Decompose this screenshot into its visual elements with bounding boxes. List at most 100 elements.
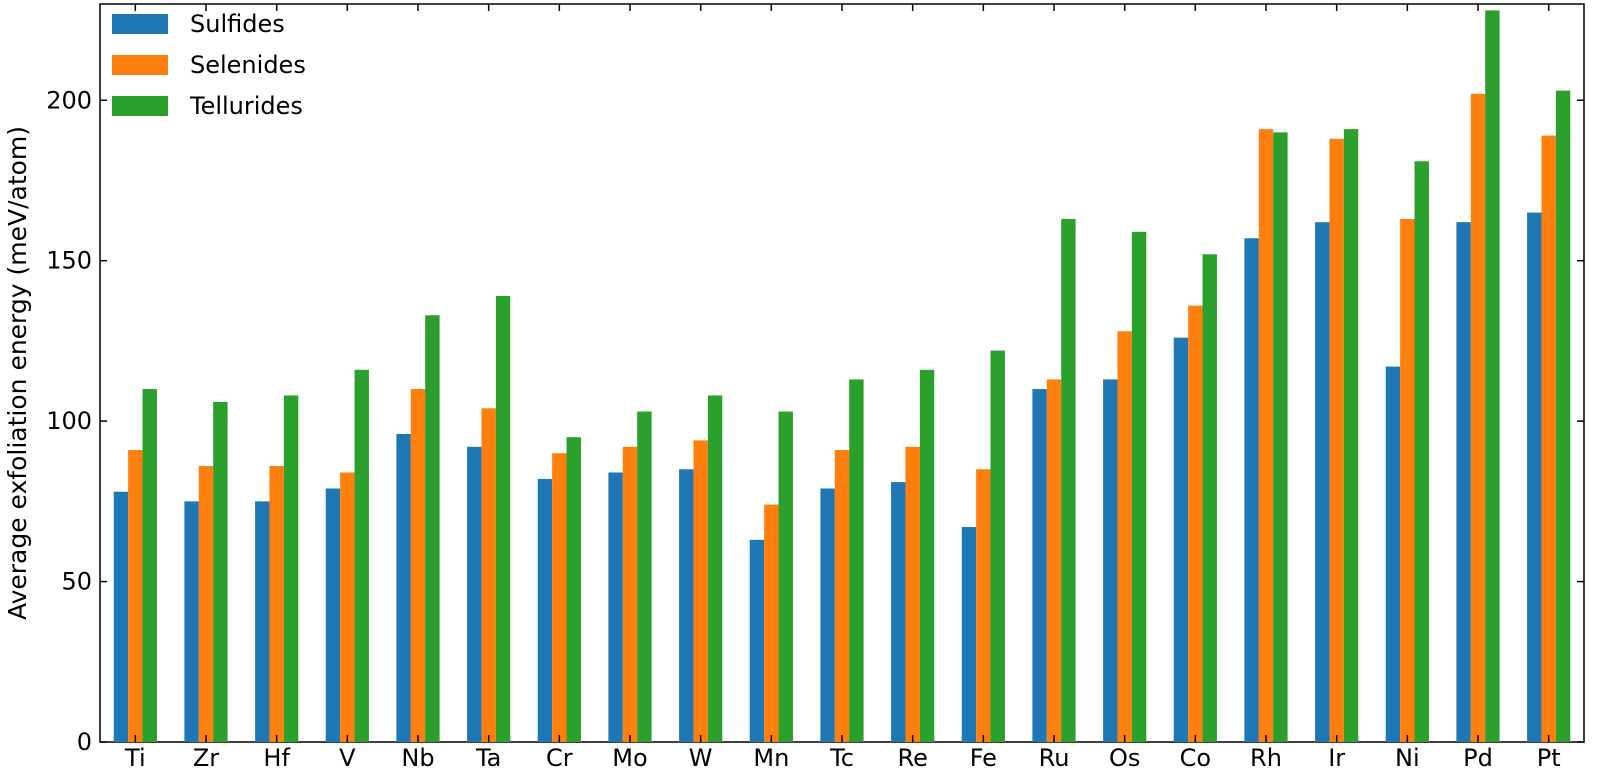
- bar-sulfides-pt: [1527, 212, 1542, 742]
- bar-sulfides-v: [325, 488, 341, 742]
- bar-sulfides-os: [1103, 379, 1118, 742]
- y-tick-label: 50: [61, 568, 92, 596]
- x-tick-label-re: Re: [897, 744, 927, 772]
- y-tick-label: 100: [46, 407, 92, 435]
- bar-selenides-ru: [1046, 379, 1062, 742]
- bar-tellurides-ta: [495, 295, 511, 742]
- bar-selenides-fe: [976, 469, 991, 742]
- bar-sulfides-ni: [1385, 366, 1401, 742]
- bar-sulfides-zr: [184, 501, 199, 742]
- bar-tellurides-mo: [637, 411, 652, 742]
- legend-swatch-selenides: [112, 55, 168, 75]
- bar-sulfides-ti: [113, 491, 129, 742]
- bar-sulfides-fe: [961, 527, 977, 742]
- bar-selenides-ti: [128, 450, 143, 742]
- x-tick-label-ta: Ta: [475, 744, 501, 772]
- x-tick-label-pd: Pd: [1463, 744, 1493, 772]
- bar-selenides-os: [1117, 331, 1132, 742]
- bar-tellurides-fe: [990, 350, 1005, 742]
- x-tick-label-fe: Fe: [970, 744, 997, 772]
- bar-tellurides-co: [1202, 254, 1217, 742]
- y-tick-label: 0: [77, 728, 92, 756]
- x-tick-label-co: Co: [1180, 744, 1211, 772]
- bar-tellurides-v: [354, 369, 369, 742]
- x-tick-label-mo: Mo: [612, 744, 647, 772]
- bar-tellurides-os: [1131, 231, 1147, 742]
- bar-selenides-mo: [622, 446, 638, 742]
- bar-tellurides-rh: [1273, 132, 1288, 743]
- x-tick-label-mn: Mn: [753, 744, 789, 772]
- legend: Sulfides Selenides Tellurides: [112, 10, 306, 120]
- bar-tellurides-pd: [1485, 10, 1500, 743]
- bars-layer: [113, 10, 1571, 743]
- bar-selenides-nb: [410, 389, 426, 742]
- bar-sulfides-hf: [255, 501, 270, 742]
- legend-swatch-tellurides: [112, 96, 168, 116]
- bar-selenides-zr: [198, 466, 214, 742]
- x-tick-label-nb: Nb: [401, 744, 434, 772]
- x-tick-label-ru: Ru: [1039, 744, 1070, 772]
- bar-tellurides-pt: [1555, 90, 1571, 742]
- x-tick-label-ni: Ni: [1395, 744, 1420, 772]
- bar-sulfides-co: [1173, 337, 1189, 742]
- bar-tellurides-mn: [778, 411, 793, 742]
- bar-selenides-mn: [764, 504, 779, 742]
- bar-tellurides-nb: [425, 315, 440, 742]
- bar-sulfides-ru: [1032, 389, 1047, 742]
- bar-sulfides-mn: [749, 539, 765, 742]
- y-axis-label: Average exfoliation energy (meV/atom): [3, 126, 32, 620]
- bar-selenides-re: [905, 446, 920, 742]
- bar-selenides-ir: [1329, 138, 1344, 742]
- bar-tellurides-tc: [849, 379, 864, 742]
- bar-selenides-pt: [1541, 135, 1556, 742]
- x-tick-label-os: Os: [1109, 744, 1140, 772]
- y-tick-label: 150: [46, 247, 92, 275]
- bar-selenides-hf: [269, 466, 284, 742]
- legend-label-selenides: Selenides: [190, 51, 306, 79]
- bar-tellurides-ir: [1343, 129, 1359, 742]
- x-tick-label-zr: Zr: [193, 744, 219, 772]
- x-tick-label-pt: Pt: [1537, 744, 1561, 772]
- bar-sulfides-cr: [537, 478, 553, 742]
- bar-selenides-w: [693, 440, 708, 742]
- bar-tellurides-ni: [1414, 161, 1429, 743]
- x-tick-label-v: V: [339, 744, 356, 772]
- bar-tellurides-ru: [1061, 218, 1076, 743]
- bar-tellurides-ti: [142, 389, 157, 742]
- bar-selenides-ni: [1400, 218, 1415, 743]
- x-tick-label-w: W: [689, 744, 713, 772]
- bar-sulfides-re: [891, 482, 906, 742]
- bar-sulfides-nb: [396, 433, 411, 742]
- bar-tellurides-cr: [566, 437, 581, 742]
- bar-selenides-pd: [1470, 93, 1486, 743]
- bar-selenides-tc: [834, 450, 850, 742]
- y-axis: 0 50 100 150 200: [46, 86, 1584, 756]
- bar-sulfides-ta: [467, 446, 482, 742]
- x-tick-label-ti: Ti: [124, 744, 146, 772]
- y-tick-label: 200: [46, 86, 92, 114]
- bar-selenides-v: [340, 472, 355, 742]
- x-tick-label-tc: Tc: [829, 744, 854, 772]
- x-tick-label-rh: Rh: [1250, 744, 1282, 772]
- x-tick-label-ir: Ir: [1328, 744, 1345, 772]
- x-tick-label-cr: Cr: [546, 744, 573, 772]
- bar-sulfides-pd: [1456, 222, 1471, 742]
- bar-sulfides-mo: [608, 472, 623, 742]
- bar-selenides-rh: [1258, 129, 1274, 742]
- bar-sulfides-rh: [1244, 238, 1259, 743]
- bar-tellurides-re: [919, 369, 935, 742]
- bar-selenides-cr: [552, 453, 567, 742]
- legend-swatch-sulfides: [112, 14, 168, 34]
- bar-tellurides-zr: [213, 401, 228, 742]
- bar-sulfides-ir: [1315, 222, 1330, 742]
- bar-tellurides-hf: [283, 395, 299, 742]
- bar-tellurides-w: [707, 395, 723, 742]
- legend-label-tellurides: Tellurides: [189, 92, 303, 120]
- legend-label-sulfides: Sulfides: [190, 10, 285, 38]
- bar-selenides-ta: [481, 408, 496, 742]
- bar-selenides-co: [1188, 305, 1203, 742]
- bar-sulfides-w: [679, 469, 694, 742]
- bar-sulfides-tc: [820, 488, 835, 742]
- x-tick-label-hf: Hf: [263, 744, 290, 772]
